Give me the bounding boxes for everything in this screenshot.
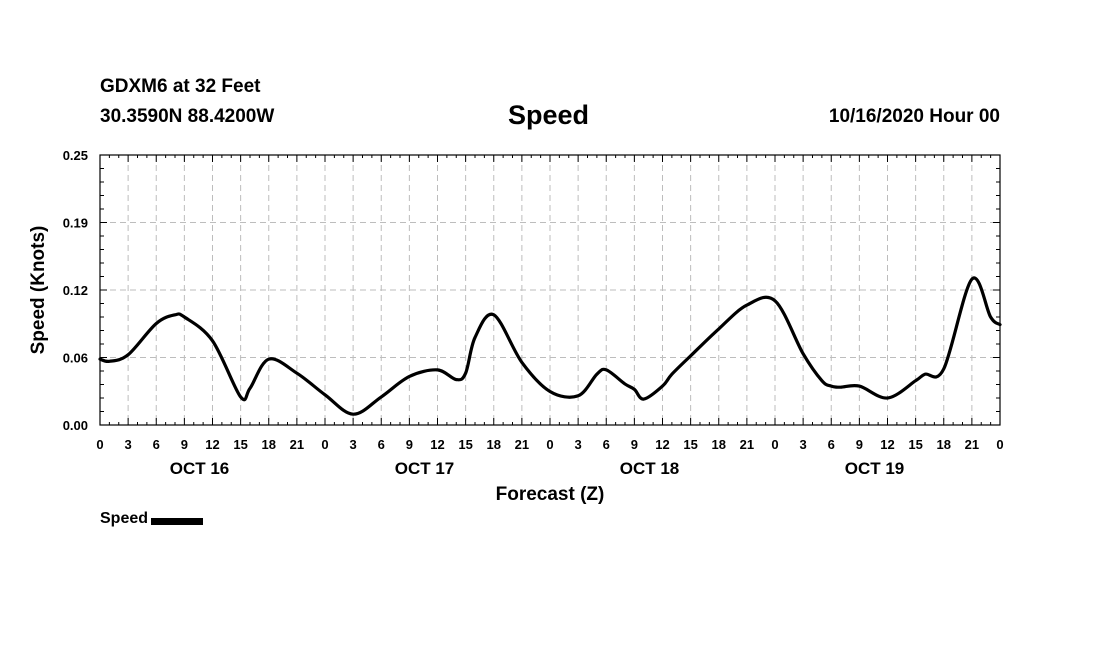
x-tick-label: 3 [800,437,807,452]
x-tick-label: 18 [262,437,276,452]
x-tick-label: 12 [655,437,669,452]
series-layer [98,276,1002,416]
x-tick-label: 6 [603,437,610,452]
x-tick-label: 0 [546,437,553,452]
x-tick-label: 9 [631,437,638,452]
x-tick-label: 21 [965,437,979,452]
y-tick-label: 0.25 [63,148,88,163]
legend-swatch [151,517,204,525]
x-tick-label: 12 [205,437,219,452]
x-tick-label: 0 [321,437,328,452]
x-tick-label: 9 [181,437,188,452]
x-tick-label: 21 [290,437,304,452]
x-tick-label: 15 [233,437,247,452]
x-tick-label: 15 [683,437,697,452]
forecast-datetime: 10/16/2020 Hour 00 [828,106,1000,127]
x-tick-label: 0 [771,437,778,452]
x-tick-label: 21 [515,437,529,452]
x-tick-label: 15 [908,437,922,452]
y-axis-title: Speed (Knots) [28,226,49,355]
x-tick-label: 3 [125,437,132,452]
x-axis-title: Forecast (Z) [496,484,605,505]
x-tick-label: 12 [880,437,894,452]
x-tick-label: 0 [96,437,103,452]
y-tick-label: 0.19 [63,216,88,231]
y-tick-label: 0.00 [63,418,88,433]
x-tick-label: 3 [350,437,357,452]
x-tick-label: 6 [153,437,160,452]
x-tick-label: 6 [378,437,385,452]
legend: Speed [100,510,204,528]
x-tick-label: 6 [828,437,835,452]
station-label: GDXM6 at 32 Feet [100,76,261,97]
grid [100,155,1000,425]
day-label: OCT 18 [620,459,680,478]
x-tick-label: 18 [937,437,951,452]
x-tick-label: 3 [575,437,582,452]
x-tick-label: 9 [406,437,413,452]
day-label: OCT 17 [395,459,455,478]
chart-title: Speed [508,100,590,130]
coordinates-label: 30.3590N 88.4200W [100,106,275,127]
x-tick-label: 0 [996,437,1003,452]
axis-ticks: 0 3 6 9 12 15 18 21 0 3 6 9 12 15 18 21 0 3 6 9 12 15 18 21 0 3 6 9… [63,148,1004,478]
x-tick-label: 9 [856,437,863,452]
x-tick-label: 15 [458,437,472,452]
series-line-speed [98,276,1002,416]
legend-label: Speed [100,510,149,527]
y-tick-label: 0.06 [63,351,88,366]
x-tick-label: 18 [487,437,501,452]
day-label: OCT 19 [845,459,905,478]
x-tick-label: 21 [740,437,754,452]
day-label: OCT 16 [170,459,230,478]
y-tick-label: 0.12 [63,283,88,298]
x-tick-label: 18 [712,437,726,452]
x-tick-label: 12 [430,437,444,452]
